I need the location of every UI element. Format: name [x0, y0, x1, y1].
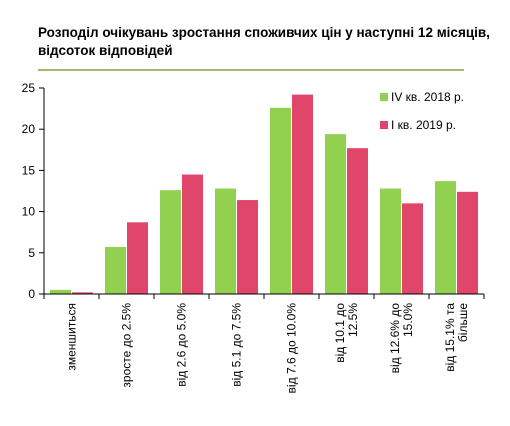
x-category-label: від 2.6 до 5.0%: [175, 303, 189, 387]
x-category-label-line: зменшиться: [65, 303, 79, 371]
y-tick-label: 5: [28, 246, 35, 260]
y-tick-label: 25: [22, 81, 36, 95]
legend-label: I кв. 2019 р.: [391, 118, 456, 132]
x-axis: зменшиться зросте до 2.5% від 2.6 до 5.0% в…: [43, 293, 485, 394]
legend-swatch: [380, 93, 388, 101]
y-tick-label: 0: [28, 287, 35, 301]
x-category-label: від 15.1% табільше: [443, 303, 470, 372]
bar-iv-2018: [50, 289, 71, 294]
y-tick-label: 20: [22, 122, 36, 136]
chart-title: Розподіл очікувань зростання споживчих ц…: [38, 25, 490, 58]
bars: [50, 94, 478, 294]
bar-i-2019: [402, 203, 423, 294]
y-axis: 0 5 10 15 20 25: [22, 81, 45, 301]
bar-i-2019: [72, 292, 93, 294]
x-category-label-line: від 10.1 до: [333, 303, 347, 363]
x-category-label: від 5.1 до 7.5%: [230, 303, 244, 387]
bar-iv-2018: [160, 190, 181, 294]
y-tick-label: 10: [22, 205, 36, 219]
x-category-label: зменшиться: [65, 303, 79, 371]
x-category-label: від 12.6% до15.0%: [388, 303, 415, 374]
legend-label: IV кв. 2018 р.: [391, 90, 464, 104]
bar-iv-2018: [215, 188, 236, 294]
x-category-label-line: 15.0%: [401, 303, 415, 337]
bar-i-2019: [237, 200, 258, 294]
bar-i-2019: [347, 148, 368, 294]
x-category-label-line: більше: [456, 303, 470, 342]
bar-i-2019: [457, 191, 478, 294]
x-category-label-line: від 2.6 до 5.0%: [175, 303, 189, 387]
legend-swatch: [380, 121, 388, 129]
x-category-label-line: від 15.1% та: [443, 303, 457, 372]
bar-iv-2018: [380, 188, 401, 294]
y-tick-label: 15: [22, 163, 36, 177]
title-divider: [38, 69, 464, 71]
x-category-label-line: від 5.1 до 7.5%: [230, 303, 244, 387]
bar-iv-2018: [325, 134, 346, 294]
bar-i-2019: [292, 94, 313, 294]
bar-i-2019: [182, 174, 203, 294]
x-category-label-line: від 7.6 до 10.0%: [285, 303, 299, 394]
bar-iv-2018: [105, 247, 126, 294]
x-category-label: від 7.6 до 10.0%: [285, 303, 299, 394]
legend: IV кв. 2018 р. I кв. 2019 р.: [380, 90, 464, 132]
bar-iv-2018: [270, 107, 291, 294]
x-category-label-line: від 12.6% до: [388, 303, 402, 374]
bar-i-2019: [127, 222, 148, 294]
x-category-label: зросте до 2.5%: [120, 303, 134, 388]
x-category-label-line: 12.5%: [346, 303, 360, 337]
x-category-label-line: зросте до 2.5%: [120, 303, 134, 388]
x-category-label: від 10.1 до12.5%: [333, 303, 360, 363]
bar-iv-2018: [435, 181, 456, 294]
